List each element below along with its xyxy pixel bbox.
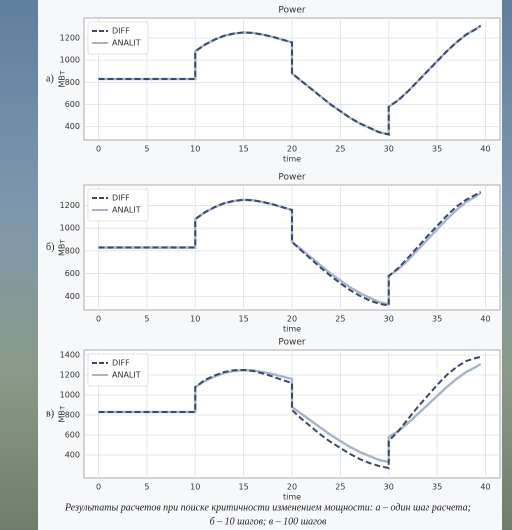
x-tick-label: 5 — [144, 315, 149, 324]
y-tick-label: 600 — [65, 100, 80, 109]
legend-label: DIFF — [112, 27, 130, 36]
legend-label: ANALIT — [112, 39, 141, 48]
x-tick-label: 0 — [96, 315, 101, 324]
y-tick-label: 400 — [65, 451, 80, 460]
x-axis-label: time — [283, 493, 301, 502]
y-tick-label: 1000 — [60, 391, 80, 400]
y-tick-label: 1400 — [60, 351, 80, 360]
x-tick-label: 25 — [335, 145, 345, 154]
x-axis-label: time — [283, 325, 301, 334]
x-tick-label: 35 — [432, 145, 442, 154]
y-axis-label: МВт — [58, 239, 67, 256]
x-tick-label: 40 — [480, 483, 490, 492]
x-tick-label: 5 — [144, 145, 149, 154]
y-tick-label: 600 — [65, 269, 80, 278]
legend-label: DIFF — [112, 359, 130, 368]
x-axis-label: time — [283, 155, 301, 164]
legend-label: ANALIT — [112, 206, 141, 215]
x-tick-label: 30 — [384, 145, 394, 154]
x-tick-label: 30 — [384, 483, 394, 492]
x-tick-label: 40 — [480, 315, 490, 324]
series-line — [98, 24, 482, 136]
y-tick-label: 400 — [65, 122, 80, 131]
x-tick-label: 40 — [480, 145, 490, 154]
y-tick-label: 400 — [65, 292, 80, 301]
y-tick-label: 1000 — [60, 224, 80, 233]
y-tick-label: 800 — [65, 78, 80, 87]
x-tick-label: 35 — [432, 315, 442, 324]
x-tick-label: 25 — [335, 315, 345, 324]
y-tick-label: 800 — [65, 411, 80, 420]
x-tick-label: 20 — [287, 315, 297, 324]
y-tick-label: 800 — [65, 246, 80, 255]
series-line — [98, 362, 482, 464]
panel-label: б) — [46, 242, 54, 253]
legend-label: DIFF — [112, 194, 130, 203]
y-axis-label: МВт — [58, 70, 67, 87]
chart-title: Power — [278, 6, 306, 16]
y-tick-label: 600 — [65, 431, 80, 440]
panel-label: а) — [46, 73, 54, 84]
series-line — [98, 190, 482, 307]
y-tick-label: 1000 — [60, 56, 80, 65]
y-tick-label: 1200 — [60, 201, 80, 210]
x-tick-label: 10 — [190, 145, 200, 154]
y-axis-label: МВт — [58, 405, 67, 422]
legend-label: ANALIT — [112, 371, 141, 380]
x-tick-label: 0 — [96, 483, 101, 492]
x-tick-label: 15 — [239, 145, 249, 154]
x-tick-label: 5 — [144, 483, 149, 492]
y-tick-label: 1200 — [60, 33, 80, 42]
x-tick-label: 20 — [287, 145, 297, 154]
y-tick-label: 1200 — [60, 371, 80, 380]
x-tick-label: 0 — [96, 145, 101, 154]
x-tick-label: 20 — [287, 483, 297, 492]
panel-label: в) — [46, 408, 54, 419]
x-tick-label: 35 — [432, 483, 442, 492]
x-tick-label: 10 — [190, 483, 200, 492]
x-tick-label: 15 — [239, 483, 249, 492]
x-tick-label: 30 — [384, 315, 394, 324]
x-tick-label: 15 — [239, 315, 249, 324]
chart-title: Power — [278, 173, 306, 183]
series-line — [98, 356, 481, 470]
chart-title: Power — [278, 338, 306, 348]
x-tick-label: 10 — [190, 315, 200, 324]
caption-line: б – 10 шагов; в – 100 шагов — [210, 516, 327, 527]
x-tick-label: 25 — [335, 483, 345, 492]
caption-line: Результаты расчетов при поиске критичнос… — [64, 502, 471, 513]
